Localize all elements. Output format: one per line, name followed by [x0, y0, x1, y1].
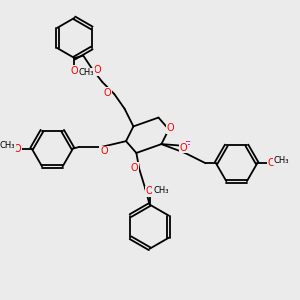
Text: O: O	[104, 88, 112, 98]
Text: CH₃: CH₃	[79, 68, 94, 77]
Text: O: O	[94, 65, 101, 75]
Text: CH₃: CH₃	[153, 186, 169, 195]
Text: O: O	[268, 158, 275, 168]
Text: O: O	[167, 123, 174, 133]
Text: O: O	[70, 66, 78, 76]
Text: O: O	[14, 143, 21, 154]
Text: O: O	[146, 186, 153, 196]
Text: O: O	[180, 142, 187, 153]
Text: CH₃: CH₃	[0, 141, 15, 150]
Text: O: O	[130, 163, 138, 173]
Text: F: F	[185, 141, 191, 151]
Text: CH₃: CH₃	[274, 156, 289, 165]
Text: O: O	[100, 146, 108, 157]
